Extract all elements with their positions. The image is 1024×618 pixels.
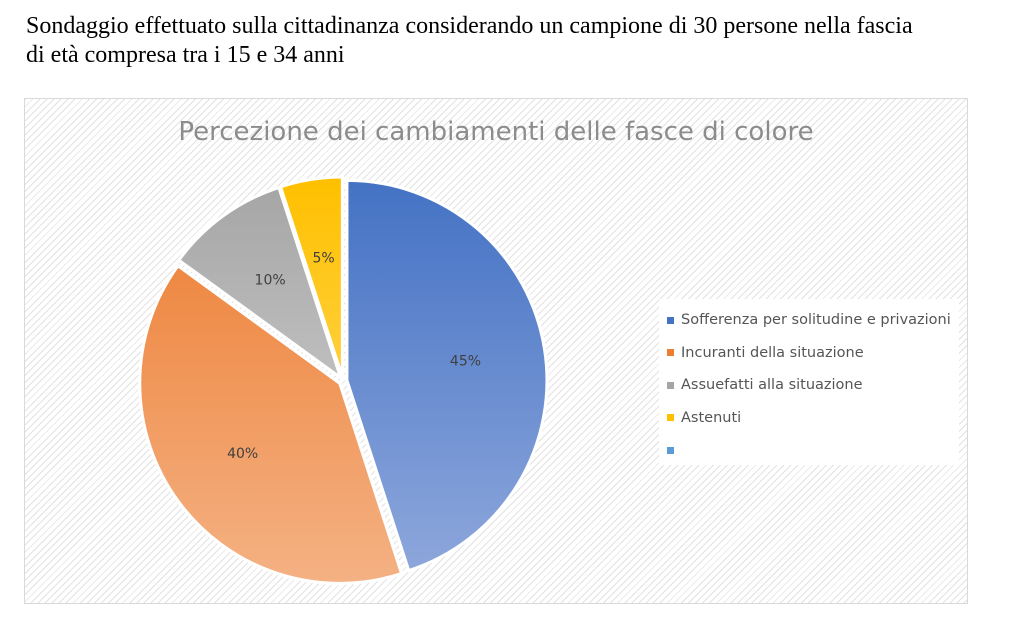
- chart-title: Percezione dei cambiamenti delle fasce d…: [178, 117, 814, 147]
- chart-legend: Sofferenza per solitudine e privazioni In…: [659, 299, 959, 465]
- legend-label: Sofferenza per solitudine e privazioni: [681, 312, 951, 328]
- legend-swatch: [667, 381, 674, 389]
- legend-label: Assuefatti alla situazione: [681, 377, 863, 393]
- heading-line-2: di età compresa tra i 15 e 34 anni: [26, 42, 345, 68]
- legend-swatch: [667, 414, 674, 421]
- legend-item: Incuranti della situazione: [667, 342, 864, 364]
- heading-line-1: Sondaggio effettuato sulla cittadinanza …: [26, 13, 913, 39]
- legend-item: Astenuti: [667, 407, 741, 429]
- pie-chart: 45% 40% 10% 5%: [138, 175, 549, 585]
- pie-data-label-4: 5%: [312, 251, 334, 267]
- page-heading: Sondaggio effettuato sulla cittadinanza …: [26, 12, 1006, 70]
- legend-item: Assuefatti alla situazione: [667, 374, 863, 396]
- legend-item: Sofferenza per solitudine e privazioni: [667, 309, 951, 331]
- pie-data-label-2: 40%: [227, 446, 258, 462]
- pie-data-label-1: 45%: [450, 354, 481, 370]
- pie-slice-4: [278, 175, 344, 378]
- pie-slice-2: [138, 263, 404, 585]
- pie-slice-1: [345, 178, 549, 573]
- legend-item: [667, 439, 681, 461]
- pie-data-label-3: 10%: [255, 273, 286, 289]
- chart-area: Percezione dei cambiamenti delle fasce d…: [24, 98, 968, 604]
- pie-slice-3: [176, 185, 344, 382]
- legend-label: Astenuti: [681, 409, 742, 426]
- legend-swatch: [667, 349, 674, 356]
- legend-swatch: [667, 316, 674, 324]
- legend-swatch: [667, 446, 674, 454]
- legend-label: Incuranti della situazione: [681, 344, 864, 361]
